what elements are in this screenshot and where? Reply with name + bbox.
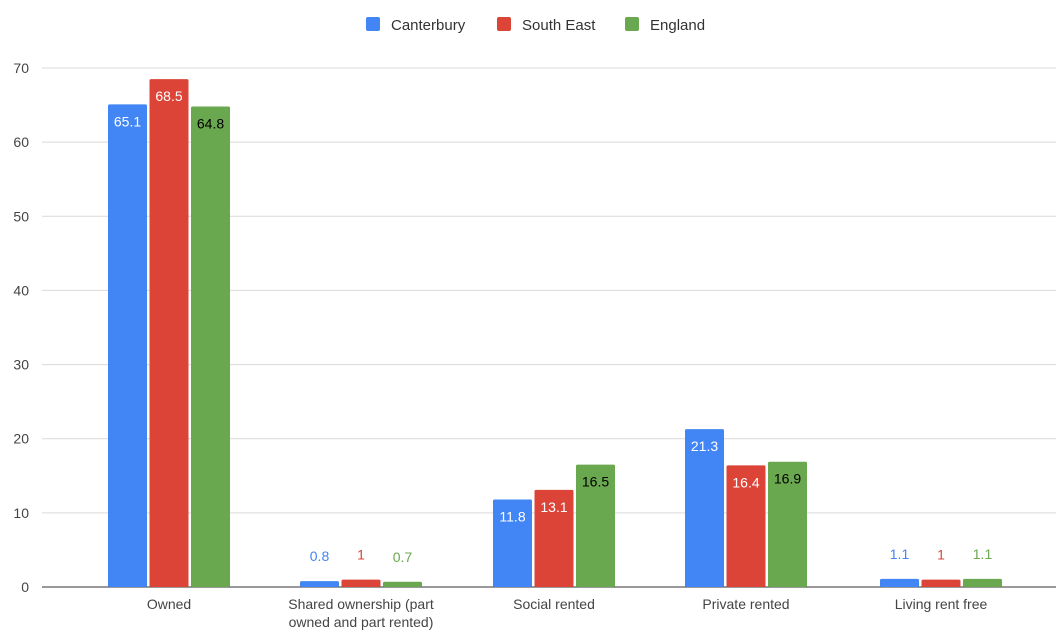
bar-canterbury bbox=[880, 578, 919, 587]
data-label: 1 bbox=[937, 547, 945, 563]
data-label: 16.4 bbox=[732, 474, 759, 490]
data-label: 1.1 bbox=[973, 546, 993, 562]
data-labels: 65.1 0.8 11.8 21.3 1.1 68.5 1 13.1 16.4 1 64.8 0.7 1… bbox=[114, 88, 993, 565]
bar-canterbury bbox=[300, 581, 339, 587]
y-tick-label: 50 bbox=[13, 208, 29, 224]
legend-label: Canterbury bbox=[391, 17, 466, 34]
data-label: 13.1 bbox=[540, 499, 567, 515]
legend-swatch bbox=[625, 17, 639, 31]
data-label: 21.3 bbox=[691, 438, 718, 454]
data-label: 1.1 bbox=[890, 546, 910, 562]
data-label: 16.5 bbox=[582, 474, 609, 490]
bars bbox=[108, 79, 1002, 587]
data-label: 0.8 bbox=[310, 548, 330, 564]
y-tick-label: 40 bbox=[13, 282, 29, 298]
data-label: 11.8 bbox=[499, 509, 525, 525]
legend: Canterbury South East England bbox=[366, 17, 705, 34]
y-tick-label: 20 bbox=[13, 431, 29, 447]
category-label: Private rented bbox=[702, 596, 789, 612]
bar-south-east bbox=[921, 579, 961, 587]
bar-england bbox=[768, 461, 807, 587]
data-label: 68.5 bbox=[155, 88, 182, 104]
category-label: Owned bbox=[147, 596, 191, 612]
y-tick-label: 10 bbox=[13, 505, 29, 521]
legend-swatch bbox=[366, 17, 380, 31]
bar-south-east bbox=[726, 465, 766, 587]
bar-south-east bbox=[149, 79, 189, 587]
category-label: Social rented bbox=[513, 596, 595, 612]
bar-canterbury bbox=[108, 104, 147, 587]
bar-england bbox=[576, 464, 615, 587]
bar-england bbox=[963, 578, 1002, 587]
category-label: Shared ownership (part owned and part ren… bbox=[288, 596, 434, 630]
bar-south-east bbox=[534, 489, 574, 587]
legend-label: England bbox=[650, 17, 705, 34]
y-axis-ticks: 0 10 20 30 40 50 60 70 bbox=[13, 60, 29, 595]
legend-label: South East bbox=[522, 17, 596, 34]
bar-south-east bbox=[341, 579, 381, 587]
y-tick-label: 60 bbox=[13, 134, 29, 150]
bar-england bbox=[383, 581, 422, 587]
data-label: 16.9 bbox=[774, 471, 801, 487]
y-tick-label: 0 bbox=[21, 579, 29, 595]
x-axis-categories: Owned Shared ownership (part owned and par… bbox=[147, 596, 988, 630]
bar-canterbury bbox=[685, 429, 724, 587]
category-label: Living rent free bbox=[895, 596, 988, 612]
y-tick-label: 70 bbox=[13, 60, 29, 76]
data-label: 1 bbox=[357, 547, 365, 563]
data-label: 65.1 bbox=[114, 113, 141, 129]
data-label: 64.8 bbox=[197, 116, 224, 132]
legend-swatch bbox=[497, 17, 511, 31]
bar-england bbox=[191, 106, 230, 587]
y-tick-label: 30 bbox=[13, 357, 29, 373]
bar-canterbury bbox=[493, 499, 532, 587]
data-label: 0.7 bbox=[393, 549, 413, 565]
